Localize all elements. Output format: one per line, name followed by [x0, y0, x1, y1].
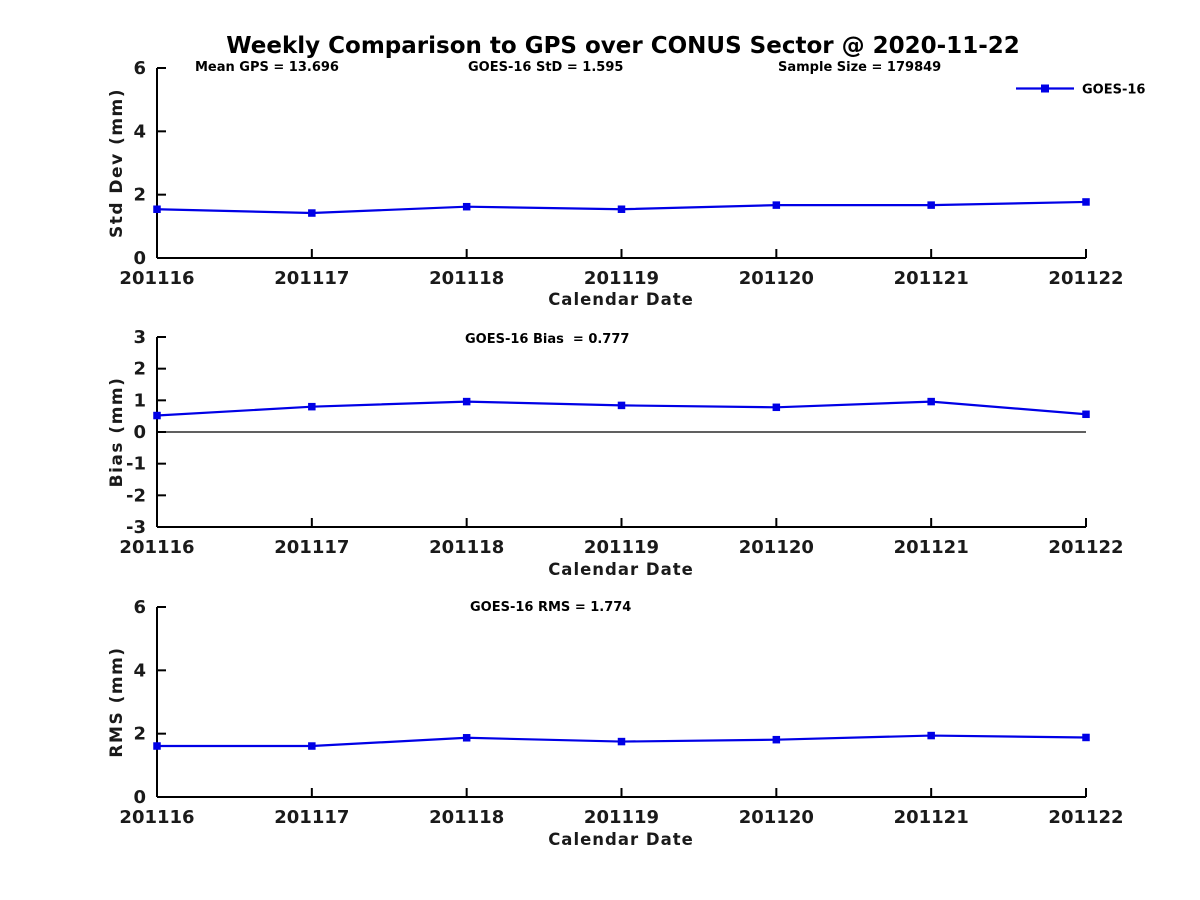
x-tick-label: 201121 [894, 268, 969, 289]
subplot-rms: GOES-16 RMS = 1.774 RMS (mm) Calendar Da… [107, 597, 1124, 849]
data-point-marker [462, 202, 471, 211]
data-point-marker [617, 401, 626, 410]
y-tick-label: 2 [133, 724, 146, 745]
y-tick-label: -1 [126, 454, 146, 475]
data-point-marker [153, 205, 161, 213]
annotation-goes16-std: GOES-16 StD = 1.595 [468, 60, 623, 75]
x-tick-label: 201117 [274, 807, 349, 828]
data-point-marker [153, 411, 161, 420]
legend: GOES-16 [1016, 83, 1145, 98]
data-point-marker [927, 201, 935, 209]
y-tick-label: 4 [133, 121, 146, 142]
data-point-marker [617, 737, 626, 746]
x-tick-label: 201119 [584, 807, 659, 828]
figure-title: Weekly Comparison to GPS over CONUS Sect… [226, 33, 1020, 59]
x-tick-label: 201119 [584, 537, 659, 558]
x-tick-label: 201117 [274, 268, 349, 289]
x-tick-label: 201116 [119, 807, 194, 828]
x-tick-label: 201121 [894, 537, 969, 558]
y-tick-label: 0 [133, 248, 146, 269]
legend-marker [1041, 84, 1049, 93]
plot-area-rms: 0 2 4 6 201116 201117 201118 201119 201120 201121… [119, 597, 1123, 828]
x-tick-label: 201118 [429, 537, 504, 558]
data-point-marker [1082, 410, 1090, 419]
x-axis-label-rms: Calendar Date [548, 830, 694, 849]
data-point-marker [308, 742, 316, 750]
y-tick-label: 0 [133, 787, 146, 808]
subplot-stddev: Std Dev (mm) Calendar Date 0 2 4 6 201116 201… [107, 58, 1124, 309]
data-point-marker [772, 403, 781, 412]
data-point-marker [927, 397, 935, 406]
x-tick-label: 201122 [1048, 807, 1123, 828]
data-point-marker [1082, 198, 1090, 206]
data-point-marker [1082, 733, 1090, 742]
x-tick-label: 201119 [584, 268, 659, 289]
annotation-goes16-rms: GOES-16 RMS = 1.774 [470, 600, 631, 615]
y-tick-label: 2 [133, 185, 146, 206]
y-tick-label: 3 [133, 327, 146, 348]
data-point-marker [308, 402, 316, 411]
y-tick-label: -2 [126, 485, 146, 506]
y-axis-label-bias: Bias (mm) [107, 377, 127, 488]
data-point-marker [772, 735, 781, 744]
x-tick-label: 201118 [429, 807, 504, 828]
data-point-marker [772, 201, 781, 209]
legend-label: GOES-16 [1082, 83, 1145, 98]
y-tick-label: 6 [133, 597, 146, 618]
y-tick-label: 0 [133, 422, 146, 443]
data-point-marker [308, 209, 316, 217]
x-axis-label-bias: Calendar Date [548, 560, 694, 579]
x-tick-label: 201117 [274, 537, 349, 558]
data-point-marker [617, 205, 626, 213]
x-axis-label-stddev: Calendar Date [548, 290, 694, 309]
y-tick-label: 2 [133, 359, 146, 380]
x-tick-label: 201116 [119, 537, 194, 558]
y-tick-label: -3 [126, 517, 146, 538]
x-tick-label: 201122 [1048, 537, 1123, 558]
x-tick-label: 201118 [429, 268, 504, 289]
data-point-marker [153, 742, 161, 750]
annotation-mean-gps: Mean GPS = 13.696 [195, 60, 339, 75]
plot-area-bias: -3 -2 -1 0 1 2 3 201116 201117 201118 201119 201120… [119, 327, 1123, 558]
y-axis-label-stddev: Std Dev (mm) [107, 88, 127, 238]
annotation-goes16-bias: GOES-16 Bias = 0.777 [465, 332, 629, 347]
y-tick-label: 4 [133, 660, 146, 681]
annotation-sample-size: Sample Size = 179849 [778, 60, 941, 75]
x-tick-label: 201120 [739, 807, 814, 828]
data-point-marker [462, 397, 471, 406]
x-tick-label: 201121 [894, 807, 969, 828]
x-tick-label: 201122 [1048, 268, 1123, 289]
y-tick-label: 6 [133, 58, 146, 79]
subplot-bias: GOES-16 Bias = 0.777 Bias (mm) Calendar … [107, 327, 1124, 579]
data-point-marker [462, 734, 471, 742]
x-tick-label: 201120 [739, 268, 814, 289]
data-point-marker [927, 731, 935, 740]
plot-area-stddev: 0 2 4 6 201116 201117 201118 201119 201120 201121… [119, 58, 1123, 289]
y-axis-label-rms: RMS (mm) [107, 646, 127, 757]
x-tick-label: 201120 [739, 537, 814, 558]
y-tick-label: 1 [133, 390, 146, 411]
x-tick-label: 201116 [119, 268, 194, 289]
